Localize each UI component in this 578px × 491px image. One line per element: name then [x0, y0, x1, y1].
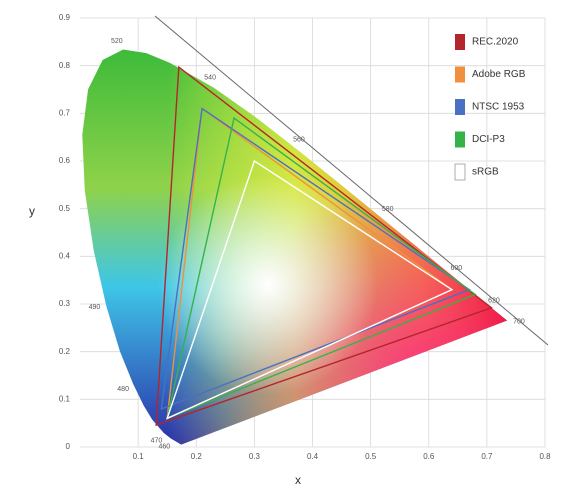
y-tick-label: 0.8 — [59, 61, 71, 70]
y-tick-label: 0.2 — [59, 347, 71, 356]
x-tick-label: 0.6 — [423, 452, 435, 461]
x-tick-label: 0.8 — [539, 452, 551, 461]
legend-swatch — [455, 34, 465, 50]
wavelength-label: 620 — [488, 297, 500, 304]
wavelength-label: 560 — [293, 136, 305, 143]
x-tick-label: 0.1 — [133, 452, 145, 461]
legend-swatch — [455, 131, 465, 148]
legend-swatch — [455, 66, 465, 83]
legend: REC.2020 Adobe RGB NTSC 1953 DCI-P3 sRGB — [454, 34, 526, 181]
legend-label: NTSC 1953 — [472, 102, 525, 113]
y-axis-title: y — [29, 204, 35, 218]
legend-swatch — [455, 99, 465, 115]
plot: 460470480490520540560580600620700 — [82, 38, 525, 451]
legend-label: REC.2020 — [472, 37, 519, 48]
legend-label: sRGB — [472, 167, 499, 178]
x-tick-label: 0.7 — [481, 452, 493, 461]
gamut-triangle — [166, 159, 454, 420]
x-tick-label: 0.3 — [249, 452, 261, 461]
x-axis-title: x — [295, 473, 301, 487]
y-tick-label: 0.5 — [59, 204, 71, 213]
locus-fill — [82, 49, 508, 445]
wavelength-label: 460 — [158, 444, 170, 451]
wavelength-label: 490 — [89, 304, 101, 311]
y-tick-label: 0.9 — [59, 13, 71, 22]
x-tick-label: 0.4 — [307, 452, 319, 461]
gamut-triangle — [166, 116, 477, 420]
wavelength-label: 480 — [117, 386, 129, 393]
y-tick-label: 0.7 — [59, 108, 71, 117]
wavelength-label: 520 — [111, 38, 123, 45]
tangent-line — [154, 15, 549, 346]
wavelength-label: 580 — [382, 206, 394, 213]
x-tick-label: 0.5 — [365, 452, 377, 461]
y-tick-label: 0.6 — [59, 156, 71, 165]
wavelength-label: 470 — [151, 438, 163, 445]
y-tick-label: 0 — [66, 442, 71, 451]
wavelength-label: 700 — [513, 319, 525, 326]
legend-swatch — [454, 163, 466, 181]
y-tick-label: 0.1 — [59, 394, 71, 403]
y-tick-label: 0.3 — [59, 299, 71, 308]
legend-label: DCI-P3 — [472, 134, 505, 145]
legend-label: Adobe RGB — [472, 69, 526, 80]
gamut-triangle — [155, 65, 493, 427]
x-tick-label: 0.2 — [191, 452, 203, 461]
gamut-triangle — [160, 107, 471, 410]
wavelength-label: 540 — [204, 75, 216, 82]
y-tick-label: 0.4 — [59, 251, 71, 260]
